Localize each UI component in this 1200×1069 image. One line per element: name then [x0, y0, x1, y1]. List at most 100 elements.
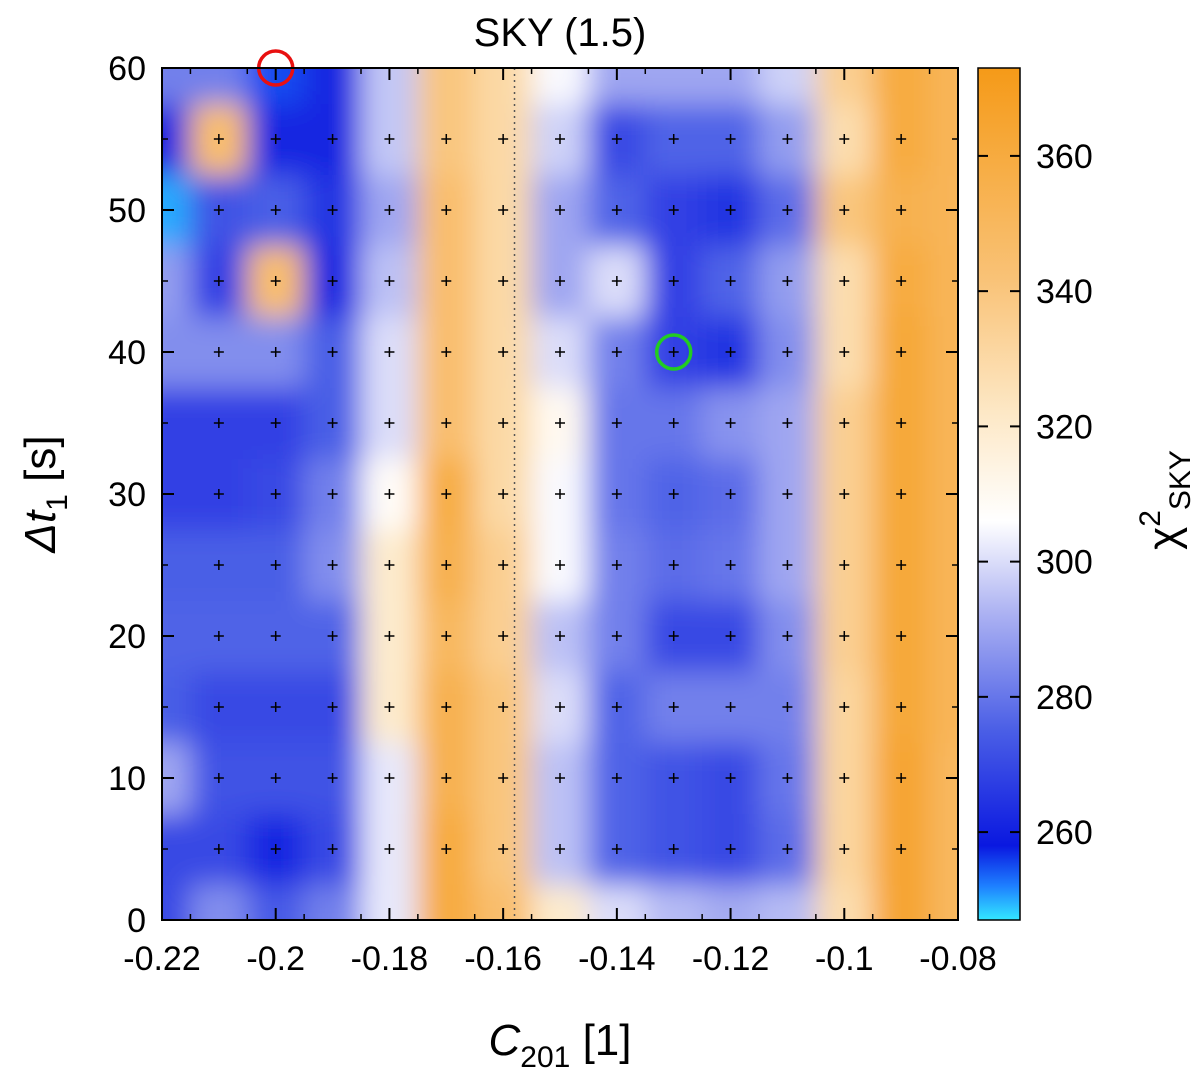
sample-point — [441, 276, 452, 286]
sample-point — [668, 773, 679, 783]
sample-point — [441, 773, 452, 783]
heat-cell — [417, 884, 476, 920]
sample-point — [611, 347, 622, 357]
sample-point — [896, 418, 907, 428]
sample-point — [213, 347, 224, 357]
sample-point — [555, 347, 565, 357]
colorbar-tick-label: 280 — [1036, 679, 1093, 717]
sample-point — [611, 702, 622, 712]
sample-point — [896, 347, 907, 357]
sample-point — [839, 631, 850, 641]
sample-point — [839, 489, 850, 499]
sample-point — [839, 276, 850, 286]
sample-point — [839, 418, 850, 428]
sample-point — [782, 489, 793, 499]
sample-point — [213, 205, 224, 215]
colorbar-label: χ2SKY — [1134, 450, 1197, 550]
sample-point — [213, 418, 224, 428]
sample-point — [839, 702, 850, 712]
colorbar-tick-label: 320 — [1036, 408, 1093, 446]
sample-point — [441, 347, 452, 357]
sample-point — [611, 276, 622, 286]
sample-point — [213, 276, 224, 286]
x-tick-label: -0.22 — [123, 940, 201, 978]
sample-point — [270, 134, 281, 144]
x-axis-label-sub: 201 — [520, 1041, 570, 1069]
sample-point — [782, 347, 793, 357]
sample-point — [782, 560, 793, 570]
sample-point — [384, 347, 395, 357]
colorbar-ticks: 260 280 300 320 340 360 — [978, 138, 1093, 852]
sample-point — [839, 844, 850, 854]
sample-point — [896, 560, 907, 570]
sample-point — [384, 631, 395, 641]
sample-point — [270, 560, 281, 570]
sample-point — [327, 773, 338, 783]
sample-point — [270, 702, 281, 712]
sample-point — [611, 560, 622, 570]
y-tick-label: 10 — [108, 760, 146, 798]
y-axis-label: Δt1 [s] — [16, 435, 74, 553]
sample-point — [896, 702, 907, 712]
heatmap-area — [161, 49, 959, 921]
sample-point — [555, 844, 565, 854]
heat-cell — [190, 68, 248, 105]
sample-point — [782, 773, 793, 783]
sample-point — [327, 702, 338, 712]
sample-point — [725, 489, 736, 499]
sample-point — [668, 418, 679, 428]
sample-point — [441, 844, 452, 854]
sample-point — [498, 276, 509, 286]
sample-point — [725, 418, 736, 428]
sample-point — [213, 844, 224, 854]
sample-point — [725, 347, 736, 357]
sample-point — [668, 631, 679, 641]
sample-point — [213, 489, 224, 499]
sample-point — [896, 489, 907, 499]
sample-point — [327, 205, 338, 215]
y-tick-label: 50 — [108, 192, 146, 230]
sample-point — [611, 205, 622, 215]
sample-point — [668, 489, 679, 499]
sample-point — [441, 702, 452, 712]
sample-point — [611, 844, 622, 854]
sample-point — [555, 631, 565, 641]
x-tick-label: -0.18 — [351, 940, 429, 978]
y-tick-label: 0 — [127, 902, 146, 940]
sample-point — [555, 134, 565, 144]
sample-point — [668, 844, 679, 854]
sample-point — [384, 205, 395, 215]
sample-point — [270, 205, 281, 215]
sample-point — [384, 276, 395, 286]
x-tick-label: -0.12 — [692, 940, 770, 978]
sample-point — [384, 418, 395, 428]
marker-circle — [654, 333, 693, 371]
sample-point — [725, 773, 736, 783]
y-tick-label: 20 — [108, 618, 146, 656]
x-tick-label: -0.14 — [578, 940, 656, 978]
heat-cell — [162, 68, 192, 105]
sample-point — [611, 631, 622, 641]
heat-cell — [162, 884, 192, 920]
sample-point — [441, 418, 452, 428]
sample-point — [384, 489, 395, 499]
sample-point — [555, 205, 565, 215]
sample-point — [327, 347, 338, 357]
sample-point — [725, 631, 736, 641]
sample-point — [839, 347, 850, 357]
sample-point — [555, 276, 565, 286]
colorbar-label-sub: SKY — [1164, 450, 1197, 510]
y-axis-label-main: Δt — [16, 509, 65, 554]
sample-point — [327, 631, 338, 641]
sample-point — [782, 276, 793, 286]
x-tick-label: -0.1 — [815, 940, 874, 978]
sample-point — [498, 844, 509, 854]
sample-point — [782, 205, 793, 215]
sample-point — [384, 844, 395, 854]
colorbar-tick-label: 340 — [1036, 273, 1093, 311]
y-tick-label: 60 — [108, 50, 146, 88]
y-tick-label: 40 — [108, 334, 146, 372]
sample-point — [441, 134, 452, 144]
x-axis-label: C201 [1] — [489, 1016, 632, 1069]
